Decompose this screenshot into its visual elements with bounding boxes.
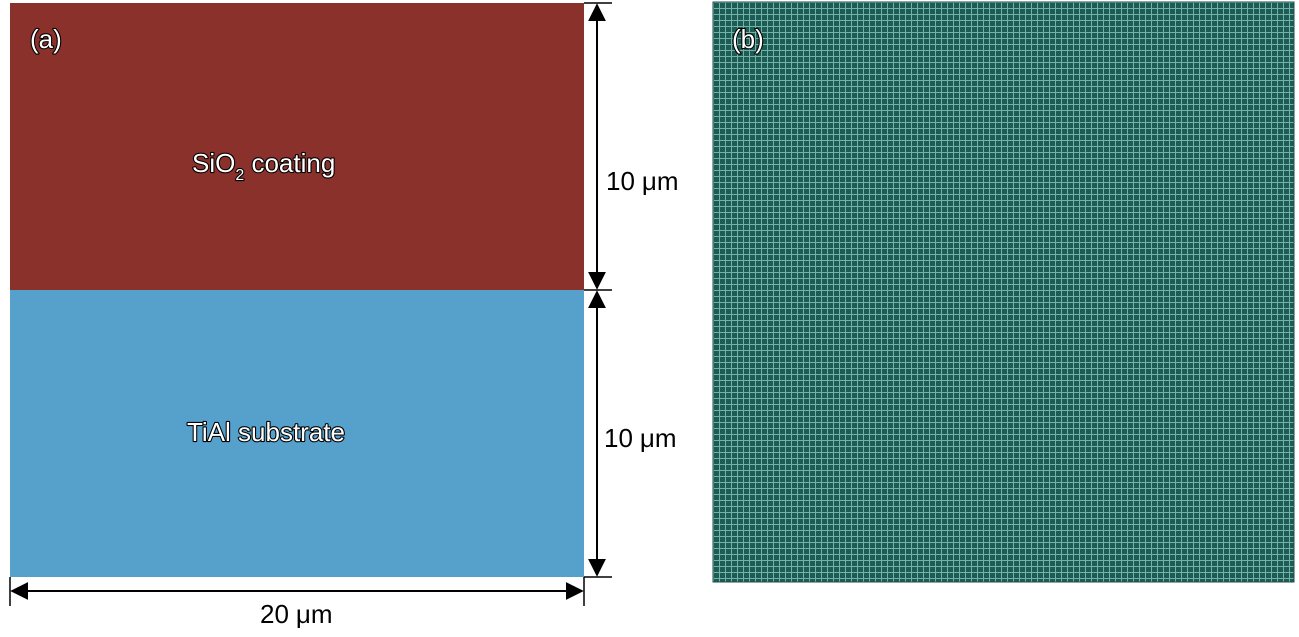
coating-label-prefix: SiO — [192, 148, 235, 178]
coating-thickness-label: 10 μm — [606, 166, 679, 196]
panel-b: (b) — [712, 1, 1295, 583]
coating-label-subscript: 2 — [235, 167, 244, 184]
substrate-label: TiAl substrate — [187, 417, 345, 447]
panel-a: (a) SiO2 coating TiAl substrate 10 μm 10 μ… — [9, 2, 679, 629]
mesh-grid — [713, 2, 1294, 582]
substrate-layer — [10, 290, 584, 577]
substrate-thickness-label: 10 μm — [604, 423, 677, 453]
panel-b-label: (b) — [732, 24, 764, 54]
mesh-border — [712, 1, 1295, 583]
width-label: 20 μm — [260, 599, 333, 629]
coating-label-suffix: coating — [244, 148, 335, 178]
coating-label: SiO2 coating — [192, 148, 335, 184]
panel-a-label: (a) — [30, 24, 62, 54]
coating-layer — [10, 3, 584, 290]
